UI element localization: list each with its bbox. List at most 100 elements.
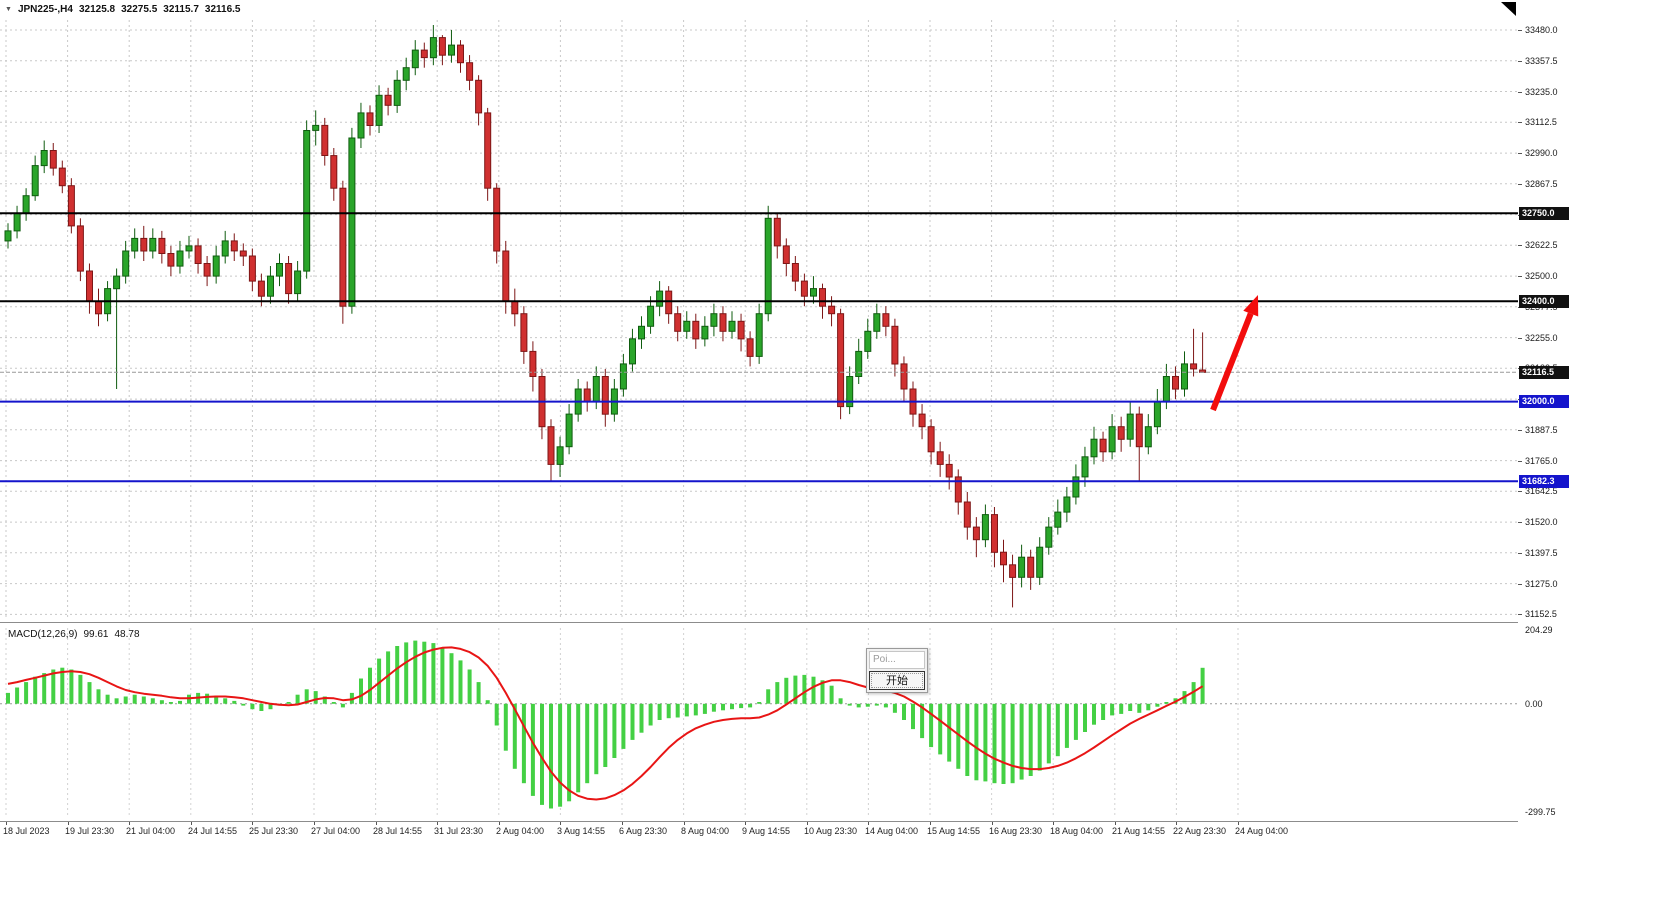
macd-tick-label: 204.29 [1525, 625, 1553, 635]
time-tick-mark [868, 822, 869, 825]
time-tick-mark [437, 822, 438, 825]
macd-main-value: 99.61 [83, 629, 109, 640]
symbol-title: JPN225-,H4 [17, 4, 73, 15]
time-label: 14 Aug 04:00 [865, 826, 919, 836]
price-tick-label: 33480.0 [1525, 25, 1558, 35]
time-tick-mark [622, 822, 623, 825]
price-tick-mark [1518, 584, 1522, 585]
price-badge-32000.0: 32000.0 [1519, 395, 1569, 408]
time-label: 21 Jul 04:00 [126, 826, 176, 836]
time-label: 16 Aug 23:30 [989, 826, 1043, 836]
price-tick-mark [1518, 491, 1522, 492]
time-label: 21 Aug 14:55 [1112, 826, 1166, 836]
price-badge-32750.0: 32750.0 [1519, 207, 1569, 220]
time-tick-mark [68, 822, 69, 825]
time-label: 19 Jul 23:30 [65, 826, 115, 836]
hline-objects-layer [0, 212, 1518, 483]
grid-layer [0, 20, 1518, 818]
time-label: 9 Aug 14:55 [742, 826, 791, 836]
symbol-dropdown-icon[interactable]: ▼ [5, 6, 12, 13]
time-tick-mark [252, 822, 253, 825]
price-tick-mark [1518, 553, 1522, 554]
macd-histogram [6, 640, 1205, 809]
time-tick-mark [314, 822, 315, 825]
price-tick-label: 31765.0 [1525, 456, 1558, 466]
time-tick-mark [191, 822, 192, 825]
ohlc-high: 32275.5 [121, 4, 158, 15]
price-tick-mark [1518, 522, 1522, 523]
price-tick-mark [1518, 614, 1522, 615]
price-tick-mark [1518, 61, 1522, 62]
price-tick-mark [1518, 461, 1522, 462]
time-label: 25 Jul 23:30 [249, 826, 299, 836]
ohlc-close: 32116.5 [204, 4, 241, 15]
time-tick-mark [376, 822, 377, 825]
time-label: 31 Jul 23:30 [434, 826, 484, 836]
price-tick-mark [1518, 430, 1522, 431]
time-label: 22 Aug 23:30 [1173, 826, 1227, 836]
price-tick-label: 31887.5 [1525, 425, 1558, 435]
time-label: 18 Jul 2023 [3, 826, 50, 836]
time-label: 24 Jul 14:55 [188, 826, 238, 836]
time-label: 28 Jul 14:55 [373, 826, 423, 836]
trend-arrow[interactable] [1210, 295, 1259, 412]
time-tick-mark [807, 822, 808, 825]
time-tick-mark [992, 822, 993, 825]
time-tick-mark [6, 822, 7, 825]
price-tick-label: 31520.0 [1525, 517, 1558, 527]
time-tick-mark [930, 822, 931, 825]
price-tick-label: 32990.0 [1525, 148, 1558, 158]
macd-tick-label: 0.00 [1525, 699, 1543, 709]
time-label: 3 Aug 14:55 [557, 826, 606, 836]
price-tick-label: 31397.5 [1525, 548, 1558, 558]
time-tick-mark [684, 822, 685, 825]
popup-title: Poi... [869, 651, 925, 669]
price-tick-mark [1518, 153, 1522, 154]
ohlc-open: 32125.8 [78, 4, 116, 15]
price-tick-label: 32867.5 [1525, 179, 1558, 189]
price-tick-label: 33235.0 [1525, 87, 1558, 97]
time-label: 18 Aug 04:00 [1050, 826, 1104, 836]
price-tick-label: 32622.5 [1525, 240, 1558, 250]
time-label: 15 Aug 14:55 [927, 826, 981, 836]
price-tick-mark [1518, 338, 1522, 339]
price-tick-label: 32500.0 [1525, 271, 1558, 281]
price-tick-mark [1518, 92, 1522, 93]
price-tick-mark [1518, 276, 1522, 277]
macd-indicator-label: MACD(12,26,9) 99.61 48.78 [8, 629, 140, 640]
macd-tick-label: -299.75 [1525, 807, 1556, 817]
price-tick-label: 31152.5 [1525, 609, 1557, 619]
price-badge-32116.5: 32116.5 [1519, 366, 1569, 379]
macd-name: MACD(12,26,9) [8, 629, 78, 640]
time-tick-mark [1115, 822, 1116, 825]
macd-signal-line [7, 646, 1204, 801]
price-axis[interactable]: 33480.0 33357.5 33235.0 33112.5 32990.0 32867… [1518, 0, 1675, 845]
start-button[interactable]: 开始 [869, 671, 925, 690]
time-tick-mark [129, 822, 130, 825]
time-label: 6 Aug 23:30 [619, 826, 668, 836]
time-tick-mark [1176, 822, 1177, 825]
price-tick-mark [1518, 245, 1522, 246]
symbol-info: ▼ JPN225-,H4 32125.8 32275.5 32115.7 321… [5, 4, 241, 15]
time-label: 8 Aug 04:00 [681, 826, 730, 836]
time-axis-separator [0, 821, 1675, 822]
ohlc-low: 32115.7 [163, 4, 199, 15]
time-axis[interactable]: 18 Jul 2023 19 Jul 23:30 21 Jul 04:00 24 Ju… [0, 822, 1518, 844]
time-label: 27 Jul 04:00 [311, 826, 361, 836]
pane-separator[interactable] [0, 622, 1675, 623]
price-tick-label: 31642.5 [1525, 486, 1558, 496]
price-tick-mark [1518, 30, 1522, 31]
time-tick-mark [1053, 822, 1054, 825]
time-tick-mark [1238, 822, 1239, 825]
time-tick-mark [745, 822, 746, 825]
time-label: 2 Aug 04:00 [496, 826, 545, 836]
popup-window: Poi... 开始 [866, 648, 928, 693]
price-tick-label: 32255.0 [1525, 333, 1558, 343]
price-tick-label: 33357.5 [1525, 56, 1558, 66]
macd-signal-value: 48.78 [114, 629, 140, 640]
time-label: 24 Aug 04:00 [1235, 826, 1289, 836]
price-tick-label: 33112.5 [1525, 117, 1557, 127]
price-tick-label: 31275.0 [1525, 579, 1558, 589]
